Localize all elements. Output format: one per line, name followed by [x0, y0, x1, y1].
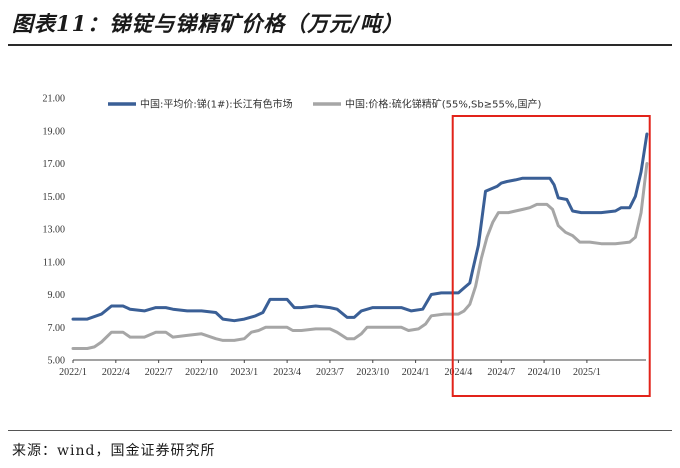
chart-title: 图表11：锑锭与锑精矿价格（万元/吨） [12, 11, 404, 36]
x-tick-label: 2023/10 [356, 367, 389, 378]
footer-divider [8, 430, 672, 431]
y-tick-label: 7.00 [48, 323, 66, 334]
x-tick-label: 2022/1 [59, 367, 87, 378]
x-tick-label: 2022/4 [102, 367, 130, 378]
title-divider [8, 44, 672, 46]
x-tick-label: 2022/7 [145, 367, 173, 378]
legend: 中国:平均价:锑(1#):长江有色市场 中国:价格:硫化锑精矿(55%,Sb≥55… [108, 98, 542, 111]
x-tick-label: 2025/1 [573, 367, 601, 378]
x-tick-label: 2023/4 [273, 367, 301, 378]
x-tick-label: 2024/1 [402, 367, 430, 378]
highlight-box [451, 115, 651, 397]
legend-label: 中国:平均价:锑(1#):长江有色市场 [140, 98, 293, 111]
source-note: 来源：wind，国金证券研究所 [12, 443, 216, 459]
y-tick-label: 15.00 [43, 192, 66, 203]
line-chart: 5.00 7.00 9.00 11.00 13.00 15.00 17.00 19.00 21.… [43, 94, 651, 397]
x-tick-label: 2024/7 [487, 367, 515, 378]
x-tick-label: 2023/7 [316, 367, 344, 378]
series-line [71, 132, 649, 323]
y-tick-label: 9.00 [48, 290, 66, 301]
x-tick-label: 2024/10 [528, 367, 561, 378]
series-lines [71, 132, 649, 350]
y-tick-label: 13.00 [43, 225, 66, 236]
y-tick-label: 17.00 [43, 159, 66, 170]
x-tick-label: 2024/4 [445, 367, 473, 378]
y-tick-label: 11.00 [43, 257, 65, 268]
y-tick-label: 19.00 [43, 126, 66, 137]
highlight-rect [451, 115, 651, 397]
series-line [71, 162, 649, 350]
x-tick-label: 2023/1 [230, 367, 258, 378]
x-axis: 2022/1 2022/4 2022/7 2022/10 2023/1 2023/4 202… [59, 359, 646, 378]
y-tick-label: 5.00 [48, 356, 66, 367]
x-tick-label: 2022/10 [185, 367, 218, 378]
y-tick-label: 21.00 [43, 94, 66, 105]
y-axis-ticks: 5.00 7.00 9.00 11.00 13.00 15.00 17.00 19.00 21.… [43, 94, 66, 367]
legend-label: 中国:价格:硫化锑精矿(55%,Sb≥55%,国产) [345, 98, 542, 111]
